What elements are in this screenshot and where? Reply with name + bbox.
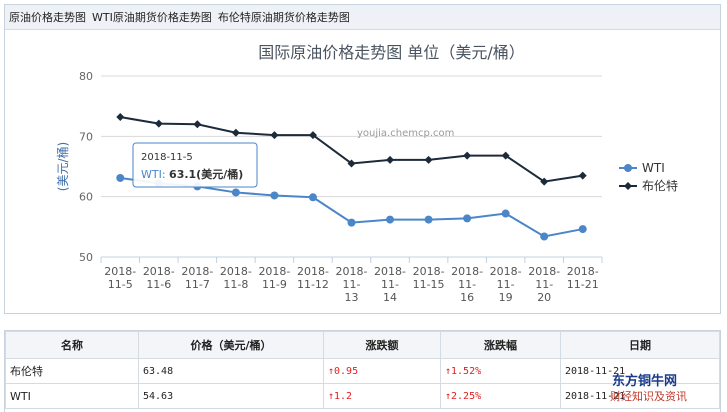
x-tick-label: 2018-11-19 bbox=[490, 265, 522, 304]
data-point bbox=[578, 171, 587, 180]
chart-title: 国际原油价格走势图 单位（美元/桶） bbox=[258, 43, 524, 62]
data-point bbox=[193, 120, 202, 129]
cell-price: 54.63 bbox=[138, 383, 324, 409]
x-tick-label: 2018-11-20 bbox=[528, 265, 560, 304]
cell-name: WTI bbox=[5, 383, 139, 409]
price-table: 名称 价格（美元/桶） 涨跌额 涨跌幅 日期 布伦特 63.48 ↑0.95 ↑… bbox=[5, 331, 720, 409]
data-point bbox=[386, 215, 395, 224]
table-row: 布伦特 63.48 ↑0.95 ↑1.52% 2018-11-21 bbox=[5, 358, 720, 384]
x-tick-label: 2018-11-6 bbox=[143, 265, 175, 291]
table-header-row: 名称 价格（美元/桶） 涨跌额 涨跌幅 日期 bbox=[5, 331, 720, 359]
header-price: 价格（美元/桶） bbox=[138, 331, 324, 359]
data-point bbox=[231, 188, 240, 197]
header-date: 日期 bbox=[560, 331, 720, 359]
legend-label: 布伦特 bbox=[642, 178, 678, 193]
cell-name: 布伦特 bbox=[5, 358, 139, 384]
data-point bbox=[154, 119, 163, 128]
x-tick-label: 2018-11-8 bbox=[220, 265, 252, 291]
y-tick-label: 80 bbox=[79, 70, 93, 83]
data-point bbox=[578, 225, 587, 234]
data-point bbox=[347, 159, 356, 168]
cell-date: 2018-11-21 bbox=[560, 383, 720, 409]
cell-change: ↑0.95 bbox=[323, 358, 441, 384]
data-point bbox=[463, 151, 472, 160]
x-tick-label: 2018-11-9 bbox=[258, 265, 290, 291]
data-point bbox=[116, 173, 125, 182]
header-name: 名称 bbox=[5, 331, 139, 359]
price-table-panel: 名称 价格（美元/桶） 涨跌额 涨跌幅 日期 布伦特 63.48 ↑0.95 ↑… bbox=[4, 330, 721, 412]
data-point bbox=[386, 155, 395, 164]
table-row: WTI 54.63 ↑1.2 ↑2.25% 2018-11-21 bbox=[5, 383, 720, 409]
legend-marker bbox=[624, 182, 632, 190]
x-tick-label: 2018-11-13 bbox=[336, 265, 368, 304]
cell-pct: ↑2.25% bbox=[440, 383, 561, 409]
x-tick-label: 2018-11-16 bbox=[451, 265, 483, 304]
tab-brent[interactable]: 布伦特原油期货价格走势图 bbox=[217, 11, 350, 24]
cell-change: ↑1.2 bbox=[323, 383, 441, 409]
header-change: 涨跌额 bbox=[323, 331, 441, 359]
x-tick-label: 2018-11-15 bbox=[413, 265, 445, 291]
data-point bbox=[116, 113, 125, 122]
data-point bbox=[270, 131, 279, 140]
y-tick-label: 60 bbox=[79, 191, 93, 204]
x-tick-label: 2018-11-5 bbox=[104, 265, 136, 291]
data-point bbox=[308, 131, 317, 140]
cell-pct: ↑1.52% bbox=[440, 358, 561, 384]
chart-tabs: 原油价格走势图 WTI原油期货价格走势图 布伦特原油期货价格走势图 bbox=[5, 5, 720, 30]
data-point bbox=[540, 177, 549, 186]
x-tick-label: 2018-11-14 bbox=[374, 265, 406, 304]
tooltip-box bbox=[132, 142, 258, 188]
data-point bbox=[501, 209, 510, 218]
data-point bbox=[308, 193, 317, 202]
x-tick-label: 2018-11-21 bbox=[567, 265, 599, 291]
tab-wti[interactable]: WTI原油期货价格走势图 bbox=[92, 11, 212, 24]
tooltip-value: WTI: 63.1(美元/桶) bbox=[141, 167, 243, 181]
data-point bbox=[501, 151, 510, 160]
x-tick-label: 2018-11-12 bbox=[297, 265, 329, 291]
header-pct: 涨跌幅 bbox=[440, 331, 561, 359]
data-point bbox=[424, 155, 433, 164]
tab-crude-oil[interactable]: 原油价格走势图 bbox=[9, 11, 86, 24]
cell-price: 63.48 bbox=[138, 358, 324, 384]
data-point bbox=[424, 215, 433, 224]
y-tick-label: 70 bbox=[79, 130, 93, 143]
y-axis-title: (美元/桶) bbox=[55, 142, 70, 191]
price-line-chart: 国际原油价格走势图 单位（美元/桶） 50 60 70 80 2018-11-5 2018-… bbox=[55, 43, 678, 304]
legend-label: WTI bbox=[642, 161, 665, 175]
data-point bbox=[270, 191, 279, 200]
data-point bbox=[463, 214, 472, 223]
data-point bbox=[540, 232, 549, 241]
data-point bbox=[347, 218, 356, 227]
data-point bbox=[231, 128, 240, 137]
brand-name: 东方铜牛网 bbox=[612, 374, 678, 389]
watermark-text: youjia.chemcp.com bbox=[357, 128, 454, 139]
tooltip-date: 2018-11-5 bbox=[141, 152, 193, 163]
legend-marker bbox=[624, 164, 632, 172]
chart-panel: 原油价格走势图 WTI原油期货价格走势图 布伦特原油期货价格走势图 国际原油价格… bbox=[4, 4, 721, 314]
brand-watermark: 东方铜牛网 财经知识及资讯 bbox=[610, 374, 725, 404]
y-tick-label: 50 bbox=[79, 251, 93, 264]
x-tick-label: 2018-11-7 bbox=[181, 265, 213, 291]
brand-slogan: 财经知识及资讯 bbox=[610, 390, 687, 403]
